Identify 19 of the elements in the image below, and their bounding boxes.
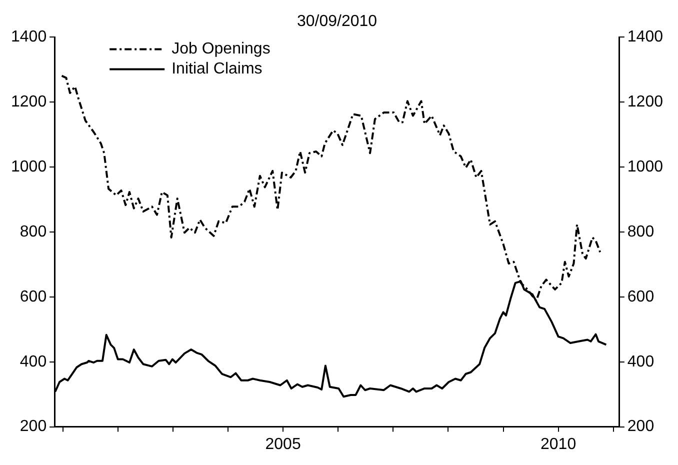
legend-label: Initial Claims: [172, 60, 262, 78]
y2-tick-label: 200: [627, 418, 654, 436]
x-tick-label: 2010: [540, 436, 576, 453]
y-tick-label: 1000: [11, 158, 47, 176]
y2-tick-label: 1400: [627, 28, 664, 46]
x-tick-label: 2005: [265, 436, 301, 453]
y2-tick-label: 600: [627, 288, 654, 306]
y-tick-label: 1400: [11, 28, 47, 46]
y2-tick-label: 1000: [627, 158, 664, 176]
y-tick-label: 1200: [11, 94, 47, 111]
y2-tick-label: 1200: [627, 94, 664, 111]
y-tick-label: 800: [20, 223, 47, 240]
y-tick-label: 400: [20, 353, 47, 370]
y2-tick-label: 800: [627, 223, 654, 240]
y2-tick-label: 400: [627, 353, 654, 370]
chart-title: 30/09/2010: [296, 13, 378, 30]
legend-label: Job Openings: [172, 40, 270, 58]
y-tick-label: 600: [20, 288, 47, 306]
y-tick-label: 200: [20, 418, 47, 436]
